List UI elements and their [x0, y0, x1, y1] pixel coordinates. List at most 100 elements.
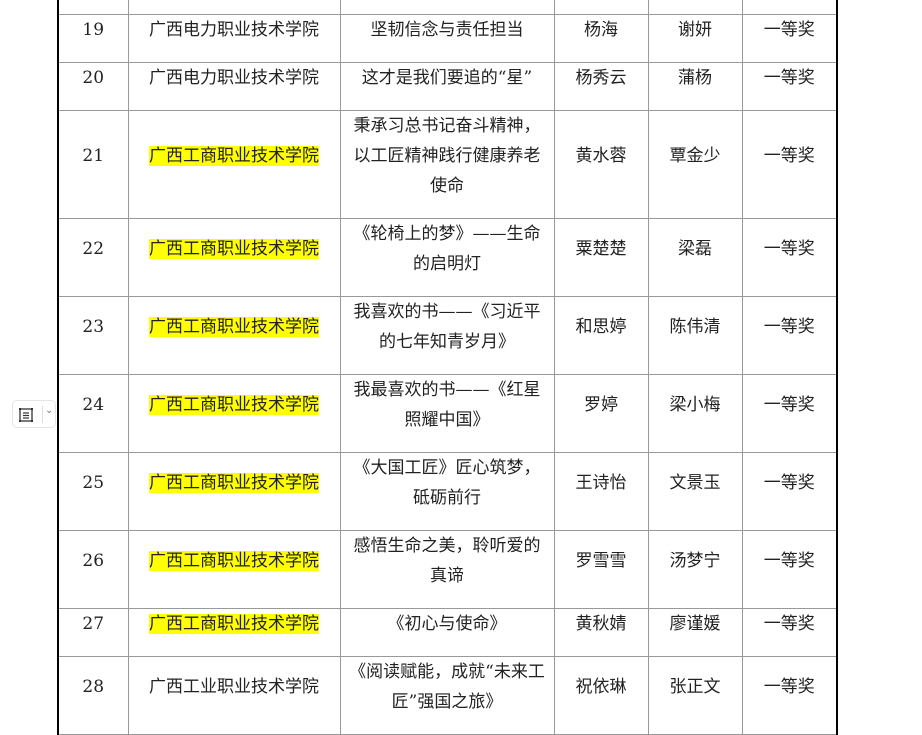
award-cell-text: 一等奖: [763, 614, 815, 634]
student-cell-text: 黄水蓉: [575, 146, 627, 166]
table-row: 28 广西工业职业技术学院 《阅读赋能，成就“未来工匠”强国之旅》 祝依琳 张正文 一等奖: [57, 656, 838, 735]
title-cell: 我喜欢的书——《习近平的七年知青岁月》: [339, 296, 555, 375]
row-number: 20: [57, 62, 129, 111]
award-cell: 一等奖: [741, 14, 838, 63]
student-cell-text: 和思婷: [575, 317, 627, 337]
teacher-cell: 陈伟清: [647, 296, 743, 375]
school-cell-text: 广西工商职业技术学院: [149, 473, 319, 493]
school-cell-text: 广西电力职业技术学院: [149, 68, 319, 88]
teacher-cell-text: 梁小梅: [669, 395, 721, 415]
table-row: 23 广西工商职业技术学院 我喜欢的书——《习近平的七年知青岁月》 和思婷 陈伟清 一等奖: [57, 296, 838, 375]
title-cell-text: 《大国工匠》匠心筑梦，砥砺前行: [353, 458, 541, 508]
award-cell-text: 一等奖: [763, 473, 815, 493]
student-cell-text: 罗雪雪: [575, 551, 627, 571]
student-cell-text: 黄秋婧: [575, 614, 627, 634]
title-cell: 坚韧信念与责任担当: [339, 14, 555, 63]
award-cell-text: 一等奖: [763, 68, 815, 88]
row-number: 27: [57, 608, 129, 657]
teacher-cell: 汤梦宁: [647, 530, 743, 609]
teacher-cell: 廖谨媛: [647, 608, 743, 657]
student-cell: 杨海: [553, 14, 649, 63]
award-cell-text: 一等奖: [763, 146, 815, 166]
title-cell: 秉承习总书记奋斗精神，以工匠精神践行健康养老使命: [339, 110, 555, 219]
award-cell: 一等奖: [741, 374, 838, 453]
school-cell-text: 广西工商职业技术学院: [149, 395, 319, 415]
row-number-text: 25: [82, 473, 105, 493]
row-number: 25: [57, 452, 129, 531]
award-cell-text: 一等奖: [763, 239, 815, 259]
row-number-text: 24: [82, 395, 105, 415]
award-cell: 一等奖: [741, 530, 838, 609]
award-cell: 一等奖: [741, 296, 838, 375]
student-cell: 和思婷: [553, 296, 649, 375]
title-cell: 感悟生命之美，聆听爱的真谛: [339, 530, 555, 609]
teacher-cell-text: 张正文: [669, 677, 721, 697]
title-cell-text: 秉承习总书记奋斗精神，以工匠精神践行健康养老使命: [353, 116, 541, 196]
teacher-cell: 文景玉: [647, 452, 743, 531]
school-cell-text: 广西工商职业技术学院: [149, 146, 319, 166]
title-cell: 《阅读赋能，成就“未来工匠”强国之旅》: [339, 656, 555, 735]
award-cell: 一等奖: [741, 608, 838, 657]
school-cell: 广西工商职业技术学院: [127, 530, 341, 609]
school-cell: 广西工商职业技术学院: [127, 452, 341, 531]
award-cell-text: 一等奖: [763, 677, 815, 697]
teacher-cell: 梁小梅: [647, 374, 743, 453]
chevron-down-icon[interactable]: ⌄: [45, 405, 54, 416]
title-cell-text: 这才是我们要追的“星”: [361, 68, 533, 88]
table-row: 21 广西工商职业技术学院 秉承习总书记奋斗精神，以工匠精神践行健康养老使命 黄水蓉 覃…: [57, 110, 838, 219]
row-number: 23: [57, 296, 129, 375]
title-cell-text: 《初心与使命》: [387, 614, 507, 634]
title-cell: 《初心与使命》: [339, 608, 555, 657]
award-cell-text: 一等奖: [763, 395, 815, 415]
school-cell-text: 广西工商职业技术学院: [149, 614, 319, 634]
row-number: 19: [57, 14, 129, 63]
school-cell: 广西工商职业技术学院: [127, 218, 341, 297]
title-cell: 这才是我们要追的“星”: [339, 62, 555, 111]
row-number: 21: [57, 110, 129, 219]
award-cell: 一等奖: [741, 218, 838, 297]
award-cell: 一等奖: [741, 110, 838, 219]
row-number-text: 21: [82, 146, 105, 166]
student-cell: 黄水蓉: [553, 110, 649, 219]
table-row: 24 广西工商职业技术学院 我最喜欢的书——《红星照耀中国》 罗婷 梁小梅 一等奖: [57, 374, 838, 453]
outline-list-icon: [19, 408, 33, 422]
title-cell: 《轮椅上的梦》——生命的启明灯: [339, 218, 555, 297]
block-menu-button[interactable]: ⌄: [12, 400, 56, 428]
award-cell: 一等奖: [741, 452, 838, 531]
student-cell-text: 罗婷: [584, 395, 618, 415]
awards-table: 19 广西电力职业技术学院 坚韧信念与责任担当 杨海 谢妍 一等奖 20 广西电力职业技术学院…: [57, 0, 838, 735]
table-row: 22 广西工商职业技术学院 《轮椅上的梦》——生命的启明灯 粟楚楚 梁磊 一等奖: [57, 218, 838, 297]
school-cell-text: 广西工商职业技术学院: [149, 317, 319, 337]
table-row: 27 广西工商职业技术学院 《初心与使命》 黄秋婧 廖谨媛 一等奖: [57, 608, 838, 657]
title-cell-text: 我最喜欢的书——《红星照耀中国》: [353, 380, 541, 430]
school-cell-text: 广西工商职业技术学院: [149, 551, 319, 571]
row-number-text: 26: [82, 551, 105, 571]
teacher-cell-text: 覃金少: [669, 146, 721, 166]
row-number-text: 20: [82, 68, 105, 88]
teacher-cell-text: 梁磊: [678, 239, 712, 259]
row-number-text: 22: [82, 239, 105, 259]
student-cell: 罗婷: [553, 374, 649, 453]
title-cell-text: 感悟生命之美，聆听爱的真谛: [353, 536, 541, 586]
title-cell: 我最喜欢的书——《红星照耀中国》: [339, 374, 555, 453]
table-row: 19 广西电力职业技术学院 坚韧信念与责任担当 杨海 谢妍 一等奖: [57, 14, 838, 63]
row-number-text: 23: [82, 317, 105, 337]
student-cell: 王诗怡: [553, 452, 649, 531]
student-cell-text: 粟楚楚: [575, 239, 627, 259]
row-number-text: 19: [82, 20, 105, 40]
title-cell-text: 《轮椅上的梦》——生命的启明灯: [353, 224, 541, 274]
row-number: 22: [57, 218, 129, 297]
student-cell-text: 王诗怡: [575, 473, 627, 493]
teacher-cell-text: 文景玉: [669, 473, 721, 493]
student-cell: 粟楚楚: [553, 218, 649, 297]
teacher-cell: 张正文: [647, 656, 743, 735]
award-cell: 一等奖: [741, 62, 838, 111]
school-cell: 广西电力职业技术学院: [127, 14, 341, 63]
teacher-cell: 谢妍: [647, 14, 743, 63]
school-cell: 广西工商职业技术学院: [127, 374, 341, 453]
student-cell: 杨秀云: [553, 62, 649, 111]
title-cell-text: 坚韧信念与责任担当: [370, 20, 524, 40]
school-cell: 广西工商职业技术学院: [127, 296, 341, 375]
student-cell-text: 杨海: [584, 20, 618, 40]
teacher-cell-text: 汤梦宁: [669, 551, 721, 571]
